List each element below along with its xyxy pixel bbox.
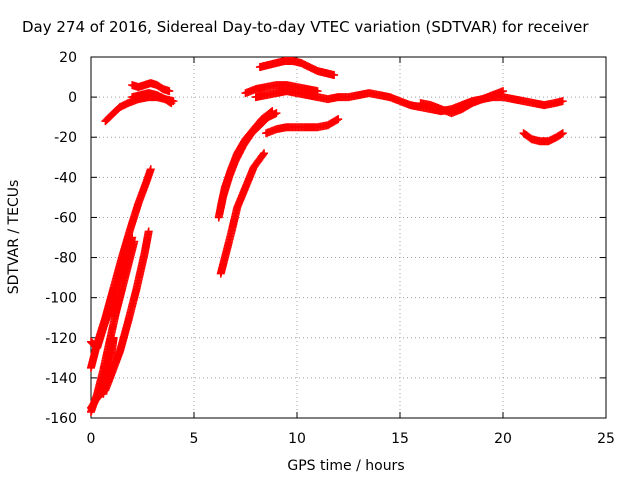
y-tick-label: -40 bbox=[54, 170, 77, 186]
data-point bbox=[330, 71, 339, 80]
x-tick-label: 25 bbox=[597, 431, 615, 447]
series-trace bbox=[257, 57, 339, 80]
data-point bbox=[260, 149, 269, 158]
data-point bbox=[128, 81, 137, 90]
axis-ticks bbox=[90, 56, 607, 419]
data-point bbox=[557, 130, 566, 139]
data-point bbox=[558, 97, 567, 106]
data-point bbox=[130, 237, 139, 246]
x-tick-label: 5 bbox=[190, 431, 199, 447]
series-trace bbox=[129, 79, 174, 96]
x-tick-label: 10 bbox=[288, 431, 306, 447]
data-point bbox=[558, 129, 567, 138]
data-point bbox=[87, 403, 95, 412]
data-point bbox=[166, 98, 175, 107]
data-point bbox=[499, 87, 507, 96]
data-point bbox=[262, 129, 271, 138]
chart-title: Day 274 of 2016, Sidereal Day-to-day VTE… bbox=[22, 18, 589, 36]
y-tick-labels: -160 -140 -120 -100 -80 -60 -40 -20 0 20 bbox=[45, 50, 77, 427]
data-point bbox=[146, 165, 155, 174]
data-point bbox=[101, 117, 110, 126]
data-point bbox=[255, 63, 264, 72]
x-tick-label: 20 bbox=[494, 431, 512, 447]
x-tick-labels: 0 5 10 15 20 25 bbox=[87, 431, 615, 447]
series-trace bbox=[99, 333, 118, 397]
data-point bbox=[128, 93, 137, 102]
series-trace bbox=[217, 149, 269, 277]
y-tick-label: -140 bbox=[45, 371, 77, 387]
series-trace bbox=[217, 107, 277, 210]
y-tick-label: -160 bbox=[45, 411, 77, 427]
data-point bbox=[216, 269, 225, 278]
series-trace bbox=[520, 129, 567, 146]
data-point bbox=[216, 203, 225, 212]
series-trace bbox=[418, 87, 507, 118]
x-axis-label: GPS time / hours bbox=[287, 458, 404, 474]
series-trace bbox=[253, 87, 567, 116]
data-point bbox=[214, 213, 223, 222]
data-point bbox=[519, 129, 528, 138]
data-point bbox=[165, 87, 174, 96]
x-tick-label: 15 bbox=[391, 431, 409, 447]
data-point bbox=[128, 233, 137, 242]
data-point bbox=[167, 99, 176, 108]
y-tick-label: -120 bbox=[45, 331, 77, 347]
y-tick-label: 0 bbox=[68, 90, 77, 106]
data-point bbox=[267, 108, 276, 117]
data-point bbox=[259, 150, 268, 159]
plot-frame bbox=[90, 56, 607, 419]
data-point bbox=[334, 115, 343, 124]
data-point bbox=[99, 389, 108, 398]
y-tick-label: -100 bbox=[45, 291, 77, 307]
data-point bbox=[109, 333, 118, 342]
y-tick-label: 20 bbox=[59, 50, 77, 66]
series-trace bbox=[129, 89, 176, 108]
data-point bbox=[144, 227, 153, 236]
y-tick-label: -60 bbox=[54, 210, 77, 226]
y-tick-label: -80 bbox=[54, 251, 77, 267]
x-tick-label: 0 bbox=[87, 431, 96, 447]
data-point bbox=[87, 337, 95, 346]
data-point bbox=[416, 99, 425, 108]
y-axis-label: SDTVAR / TECUs bbox=[6, 180, 22, 295]
data-point bbox=[251, 93, 260, 102]
data-point bbox=[241, 89, 250, 98]
grid bbox=[91, 57, 606, 418]
data-series bbox=[87, 57, 567, 416]
data-point bbox=[87, 363, 95, 372]
series-trace bbox=[263, 115, 343, 137]
y-tick-label: -20 bbox=[54, 130, 77, 146]
data-point bbox=[268, 107, 277, 116]
